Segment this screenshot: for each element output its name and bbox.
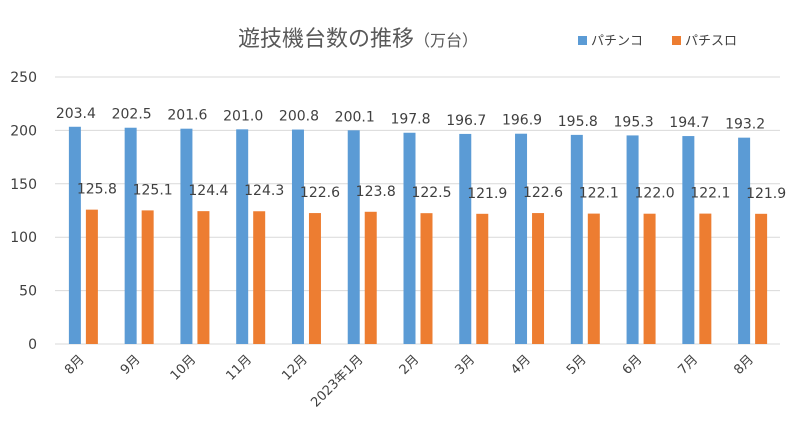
bar-pachislot	[699, 213, 712, 344]
bar-pachinko	[403, 132, 416, 344]
bar-pachinko	[347, 130, 360, 344]
data-label-pachinko: 194.7	[669, 115, 709, 131]
bar-pachinko	[738, 137, 751, 344]
x-tick-label: 3月	[452, 352, 478, 378]
x-tick-label: 8月	[731, 352, 757, 378]
legend-label: パチスロ	[685, 34, 737, 49]
bar-pachislot	[308, 213, 321, 344]
bar-pachinko	[682, 136, 695, 344]
legend-label: パチンコ	[591, 34, 643, 49]
data-label-pachislot: 125.1	[133, 182, 173, 198]
bar-pachislot	[141, 210, 154, 344]
y-tick-label: 0	[28, 337, 37, 353]
bar-pachislot	[643, 213, 656, 344]
bar-pachislot	[197, 211, 210, 344]
data-label-pachinko: 203.4	[56, 106, 96, 122]
y-tick-label: 200	[10, 123, 37, 139]
data-label-pachislot: 122.5	[411, 185, 451, 201]
data-label-pachinko: 200.1	[335, 109, 375, 125]
data-label-pachinko: 195.3	[614, 114, 654, 130]
data-label-pachislot: 124.4	[188, 183, 228, 199]
x-tick-label: 12月	[279, 352, 310, 383]
bar-pachinko	[515, 133, 528, 344]
bar-pachinko	[626, 135, 639, 344]
bar-pachislot	[85, 209, 98, 344]
x-tick-label: 10月	[168, 352, 199, 383]
data-label-pachislot: 124.3	[244, 183, 284, 199]
data-label-pachinko: 196.7	[446, 113, 486, 129]
x-tick-label: 9月	[118, 352, 144, 378]
y-tick-label: 250	[10, 70, 37, 86]
bar-pachislot	[587, 213, 600, 344]
data-label-pachinko: 197.8	[390, 112, 430, 128]
legend-swatch	[672, 36, 681, 45]
data-label-pachislot: 125.8	[77, 182, 117, 198]
x-tick-label: 8月	[62, 352, 88, 378]
x-tick-label: 5月	[564, 352, 590, 378]
data-label-pachislot: 123.8	[356, 184, 396, 200]
bar-pachinko	[180, 128, 193, 344]
legend-swatch	[578, 36, 587, 45]
data-label-pachislot: 122.6	[300, 185, 340, 201]
bar-pachislot	[476, 213, 489, 344]
x-tick-label: 6月	[620, 352, 646, 378]
bar-pachinko	[291, 129, 304, 344]
bar-pachinko	[236, 129, 249, 344]
legend: パチンコ パチスロ	[578, 34, 737, 49]
data-label-pachinko: 196.9	[502, 113, 542, 129]
chart-title: 遊技機台数の推移（万台）	[238, 27, 478, 52]
data-label-pachinko: 195.8	[558, 114, 598, 130]
bar-pachislot	[532, 213, 545, 344]
bar-pachislot	[364, 211, 377, 344]
data-label-pachislot: 122.1	[579, 186, 619, 202]
y-tick-label: 150	[10, 177, 37, 193]
bar-pachinko	[68, 126, 81, 344]
y-tick-label: 100	[10, 230, 37, 246]
data-label-pachislot: 122.6	[523, 185, 563, 201]
data-label-pachinko: 202.5	[112, 107, 152, 123]
data-label-pachinko: 201.0	[223, 108, 263, 124]
data-label-pachislot: 121.9	[467, 186, 507, 202]
x-tick-label: 2月	[397, 352, 423, 378]
y-tick-label: 50	[19, 284, 37, 300]
bar-pachislot	[253, 211, 266, 344]
x-tick-label: 7月	[676, 352, 702, 378]
bar-pachinko	[570, 134, 583, 344]
bar-pachislot	[755, 213, 768, 344]
data-label-pachinko: 193.2	[725, 117, 765, 133]
data-label-pachislot: 121.9	[746, 186, 786, 202]
data-label-pachinko: 200.8	[279, 109, 319, 125]
data-label-pachinko: 201.6	[167, 108, 207, 124]
bar-pachinko	[459, 133, 472, 344]
data-label-pachislot: 122.1	[690, 186, 730, 202]
bar-pachinko	[124, 127, 137, 344]
x-tick-label: 11月	[224, 352, 255, 383]
x-tick-label: 2023年1月	[308, 352, 366, 410]
data-label-pachislot: 122.0	[635, 186, 675, 202]
x-tick-label: 4月	[508, 352, 534, 378]
bar-pachislot	[420, 213, 433, 344]
